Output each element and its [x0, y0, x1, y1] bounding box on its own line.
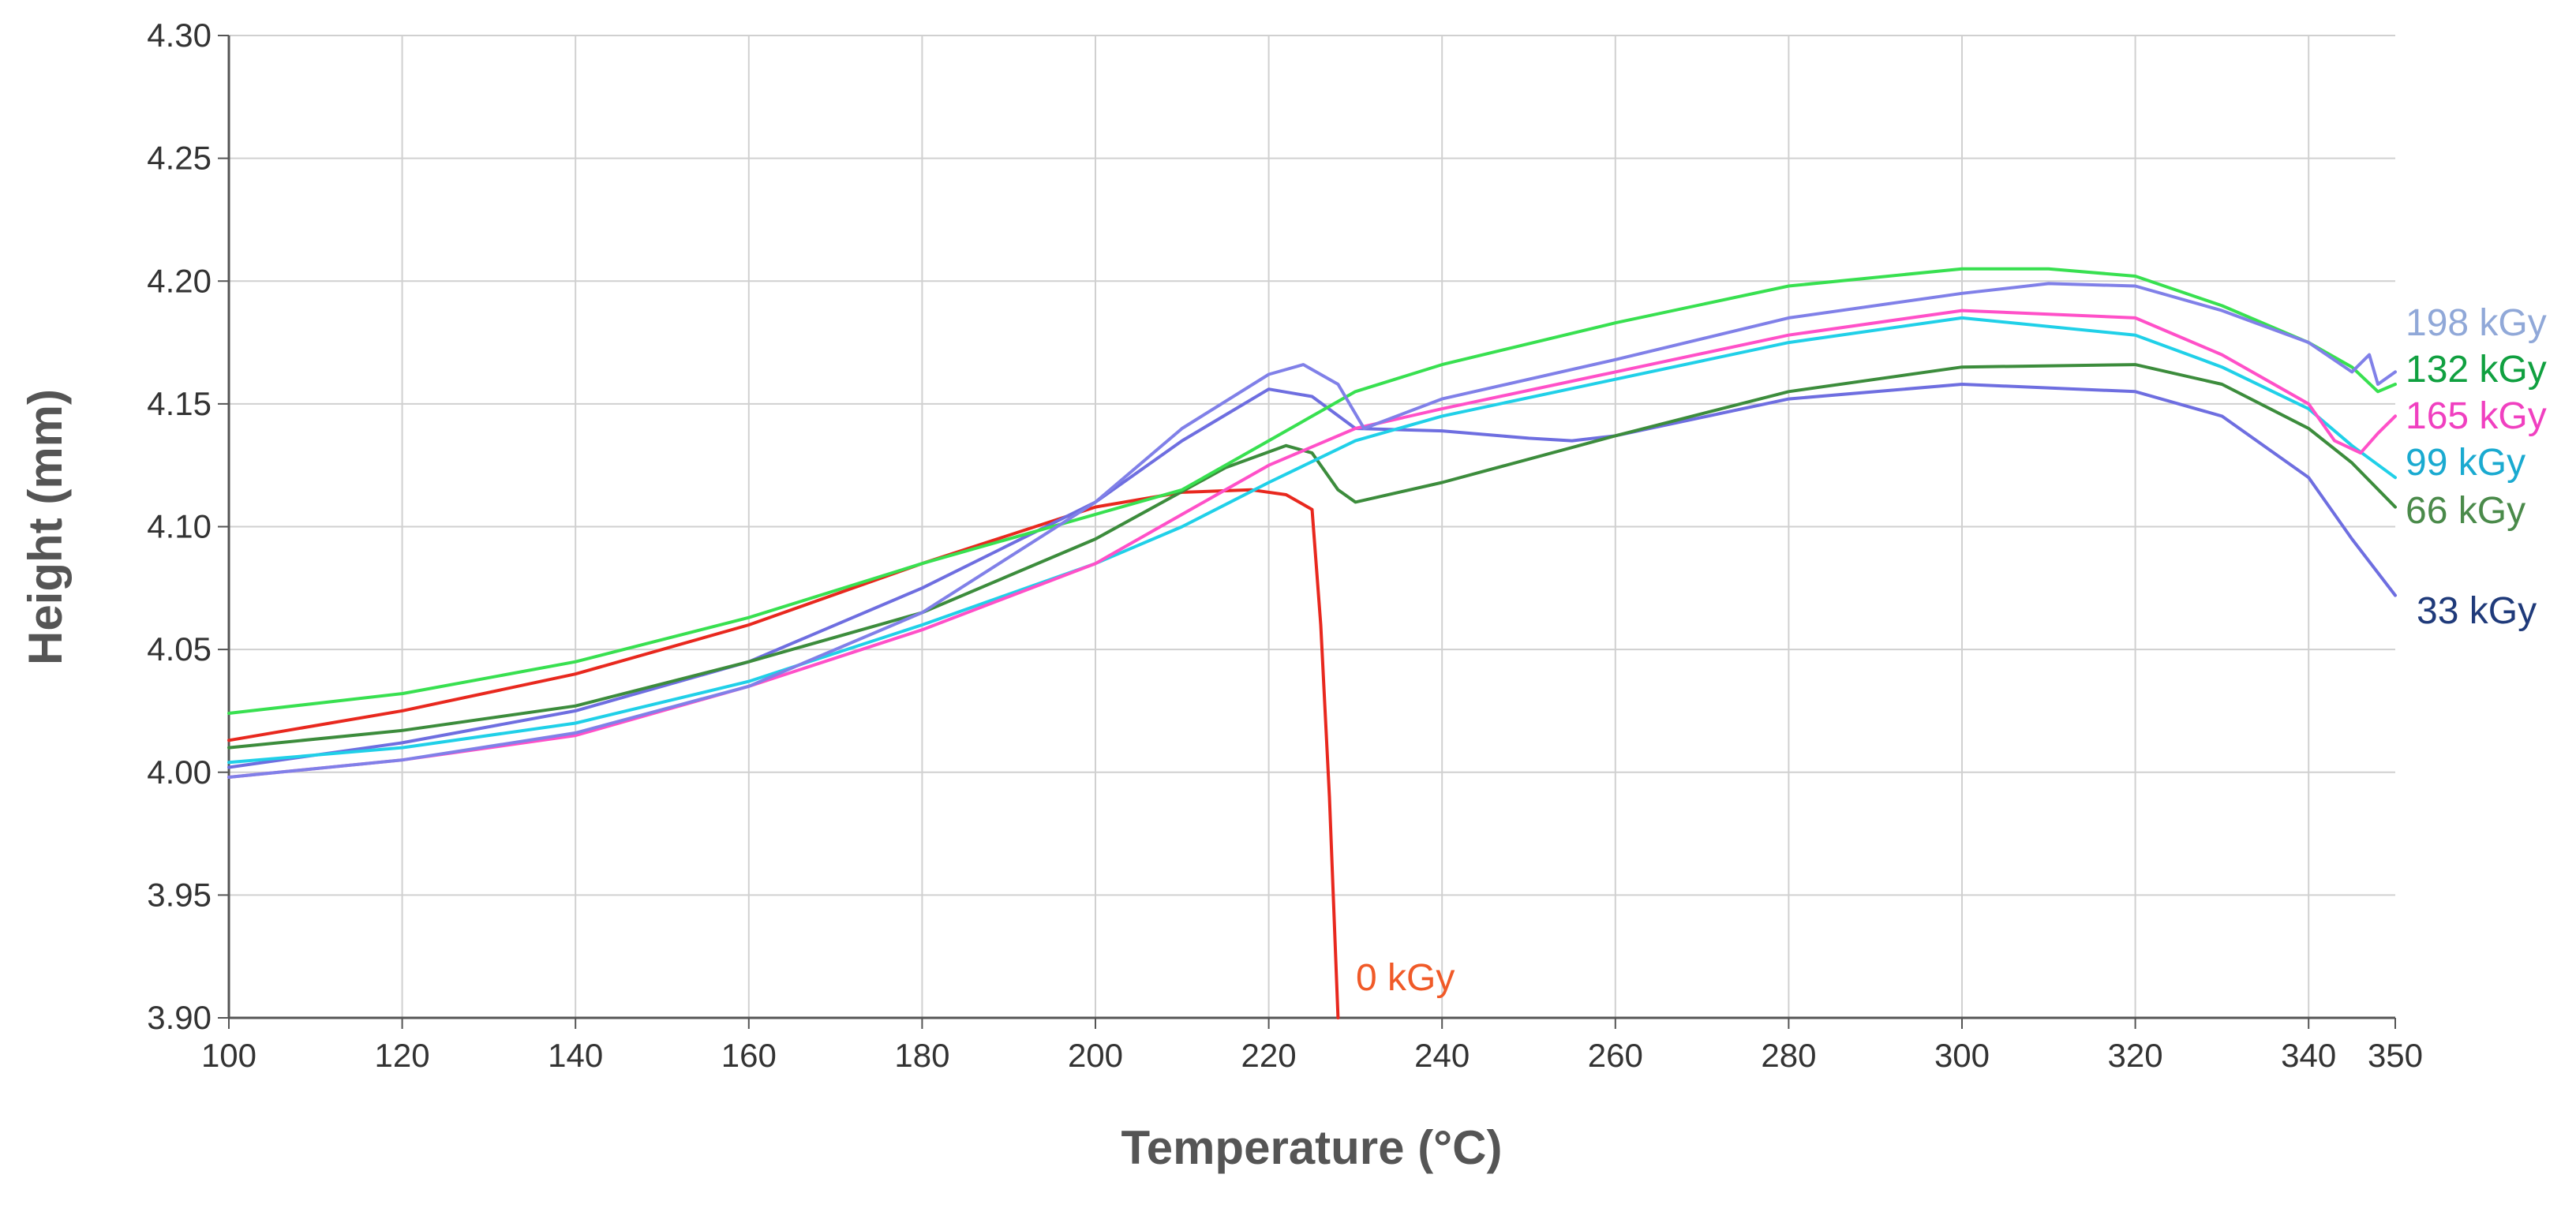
x-tick-label: 340	[2281, 1037, 2336, 1074]
series-label-66-kgy: 66 kGy	[2406, 490, 2525, 532]
y-axis-title: Height (mm)	[19, 389, 72, 665]
y-tick-label: 3.90	[147, 999, 212, 1036]
series-line-198-kgy	[227, 282, 2397, 779]
y-tick-label: 4.05	[147, 630, 212, 668]
series-label-198-kgy: 198 kGy	[2406, 302, 2547, 344]
x-tick-label: 300	[1934, 1037, 1990, 1074]
y-tick-label: 4.20	[147, 262, 212, 299]
x-tick-labels: 100 120 140 160 180 200 220 240 260 280 300 320 340 3…	[201, 1037, 2423, 1074]
x-axis-title: Temperature (°C)	[1121, 1121, 1503, 1174]
y-tick-labels: 3.90 3.95 4.00 4.05 4.10 4.15 4.20 4.25 4.30	[147, 17, 212, 1036]
series-line-33-kgy	[227, 383, 2397, 769]
x-tick-label: 350	[2368, 1037, 2423, 1074]
series-line-99-kgy	[227, 316, 2397, 765]
x-tick-label: 100	[201, 1037, 256, 1074]
x-tick-label: 260	[1588, 1037, 1643, 1074]
series-line-66-kgy	[227, 363, 2397, 750]
x-tick-label: 180	[894, 1037, 949, 1074]
grid-lines	[229, 35, 2395, 1018]
y-tick-label: 4.10	[147, 508, 212, 545]
series-label-33-kgy: 33 kGy	[2417, 590, 2537, 632]
y-tick-label: 3.95	[147, 876, 212, 913]
x-tick-label: 280	[1761, 1037, 1816, 1074]
series-line-165-kgy	[227, 309, 2397, 779]
series-lines	[227, 267, 2397, 1019]
x-tick-label: 160	[721, 1037, 777, 1074]
y-tick-label: 4.25	[147, 140, 212, 177]
x-tick-label: 140	[548, 1037, 603, 1074]
series-label-132-kgy: 132 kGy	[2406, 349, 2547, 391]
series-label-165-kgy: 165 kGy	[2406, 395, 2547, 437]
y-tick-label: 4.00	[147, 754, 212, 791]
series-label-99-kgy: 99 kGy	[2406, 442, 2525, 484]
x-tick-label: 240	[1414, 1037, 1470, 1074]
x-tick-label: 200	[1068, 1037, 1123, 1074]
x-tick-label: 120	[375, 1037, 430, 1074]
x-tick-label: 220	[1241, 1037, 1297, 1074]
x-tick-label: 320	[2108, 1037, 2163, 1074]
axes	[218, 35, 2396, 1029]
series-label-0-kgy: 0 kGy	[1356, 957, 1455, 999]
y-tick-label: 4.15	[147, 385, 212, 422]
y-tick-label: 4.30	[147, 17, 212, 54]
